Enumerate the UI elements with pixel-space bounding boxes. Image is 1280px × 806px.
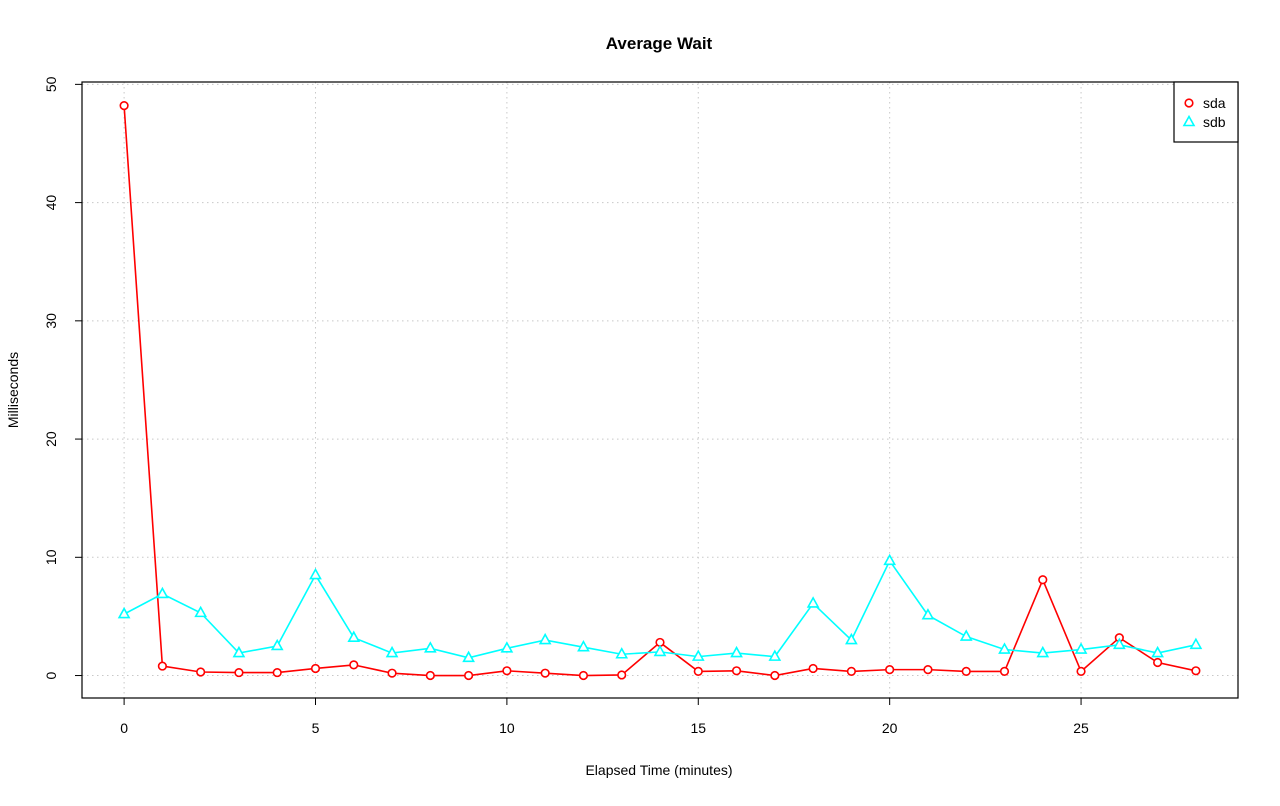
sdb-point [577, 640, 590, 652]
sdb-point [806, 596, 820, 608]
y-tick-label: 30 [43, 313, 59, 329]
y-tick-label: 10 [43, 549, 59, 565]
legend-box [1173, 81, 1239, 143]
sdb-point [462, 650, 475, 663]
legend-sdb-marker [1182, 114, 1196, 127]
sdb-point [691, 649, 705, 661]
sdb-point [1112, 637, 1126, 650]
sda-point [272, 667, 282, 678]
sda-point [119, 101, 129, 111]
sdb-point [959, 629, 973, 641]
sdb-point [1074, 642, 1088, 654]
sda-point [196, 667, 206, 677]
sda-point [923, 665, 933, 675]
sda-point [310, 663, 321, 674]
sda-point [846, 666, 856, 676]
sda-point [961, 666, 971, 676]
y-tick-label: 50 [43, 76, 59, 92]
chart-title: Average Wait [606, 34, 713, 53]
sda-point [234, 667, 244, 678]
sdb-point [385, 645, 399, 658]
sdb-point [845, 632, 858, 645]
sdb-point [998, 642, 1011, 654]
sdb-point [270, 638, 284, 651]
sda-point [387, 668, 397, 678]
sda-point [540, 668, 550, 678]
sda-point [999, 666, 1010, 676]
sdb-point [538, 632, 552, 645]
x-tick-label: 10 [499, 720, 515, 736]
sda-point [617, 670, 627, 680]
sda-point [693, 666, 703, 676]
x-tick-label: 0 [120, 720, 128, 736]
x-tick-label: 5 [312, 720, 320, 736]
sda-line [123, 105, 1197, 677]
sdb-point [423, 641, 437, 653]
legend-sda-marker [1184, 98, 1194, 108]
sda-point [157, 661, 167, 671]
x-tick-label: 20 [882, 720, 898, 736]
sda-point [1038, 575, 1048, 585]
sda-point [770, 670, 780, 681]
sda-point [731, 666, 742, 676]
sdb-point [156, 586, 169, 599]
sdb-point [768, 649, 782, 661]
series-sda [119, 101, 1201, 681]
sda-point [349, 660, 359, 670]
y-tick-label: 20 [43, 431, 59, 447]
sda-point [502, 666, 512, 676]
plot-frame [81, 81, 1239, 699]
y-tick-label: 0 [43, 671, 59, 679]
sda-point [1076, 666, 1086, 676]
sda-point [808, 663, 818, 674]
sdb-point [653, 644, 667, 657]
sda-point [464, 670, 474, 681]
sdb-point [347, 630, 361, 643]
sdb-point [1189, 637, 1203, 650]
sdb-point [883, 553, 897, 566]
x-tick-label: 15 [690, 720, 706, 736]
sdb-point [1151, 645, 1164, 658]
sda-point [578, 670, 589, 681]
sdb-point [309, 567, 322, 580]
sdb-point [730, 645, 743, 658]
legend-sda-label: sda [1203, 95, 1226, 111]
sdb-point [1036, 645, 1050, 658]
sda-point [885, 665, 895, 675]
sda-point [1153, 657, 1163, 668]
y-tick-label: 40 [43, 195, 59, 211]
x-axis-label: Elapsed Time (minutes) [585, 762, 732, 778]
legend: sda sdb [1173, 81, 1239, 143]
legend-sdb-label: sdb [1203, 114, 1226, 130]
sdb-point [194, 605, 208, 618]
x-tick-label: 25 [1073, 720, 1089, 736]
sdb-point [500, 641, 514, 653]
sda-point [1191, 666, 1201, 676]
series-sdb [117, 553, 1203, 663]
sdb-point [921, 608, 935, 620]
sdb-point [615, 647, 629, 659]
sda-point [425, 670, 435, 681]
sdb-point [232, 645, 246, 658]
sdb-point [117, 606, 131, 619]
y-axis-label: Milliseconds [5, 352, 21, 428]
